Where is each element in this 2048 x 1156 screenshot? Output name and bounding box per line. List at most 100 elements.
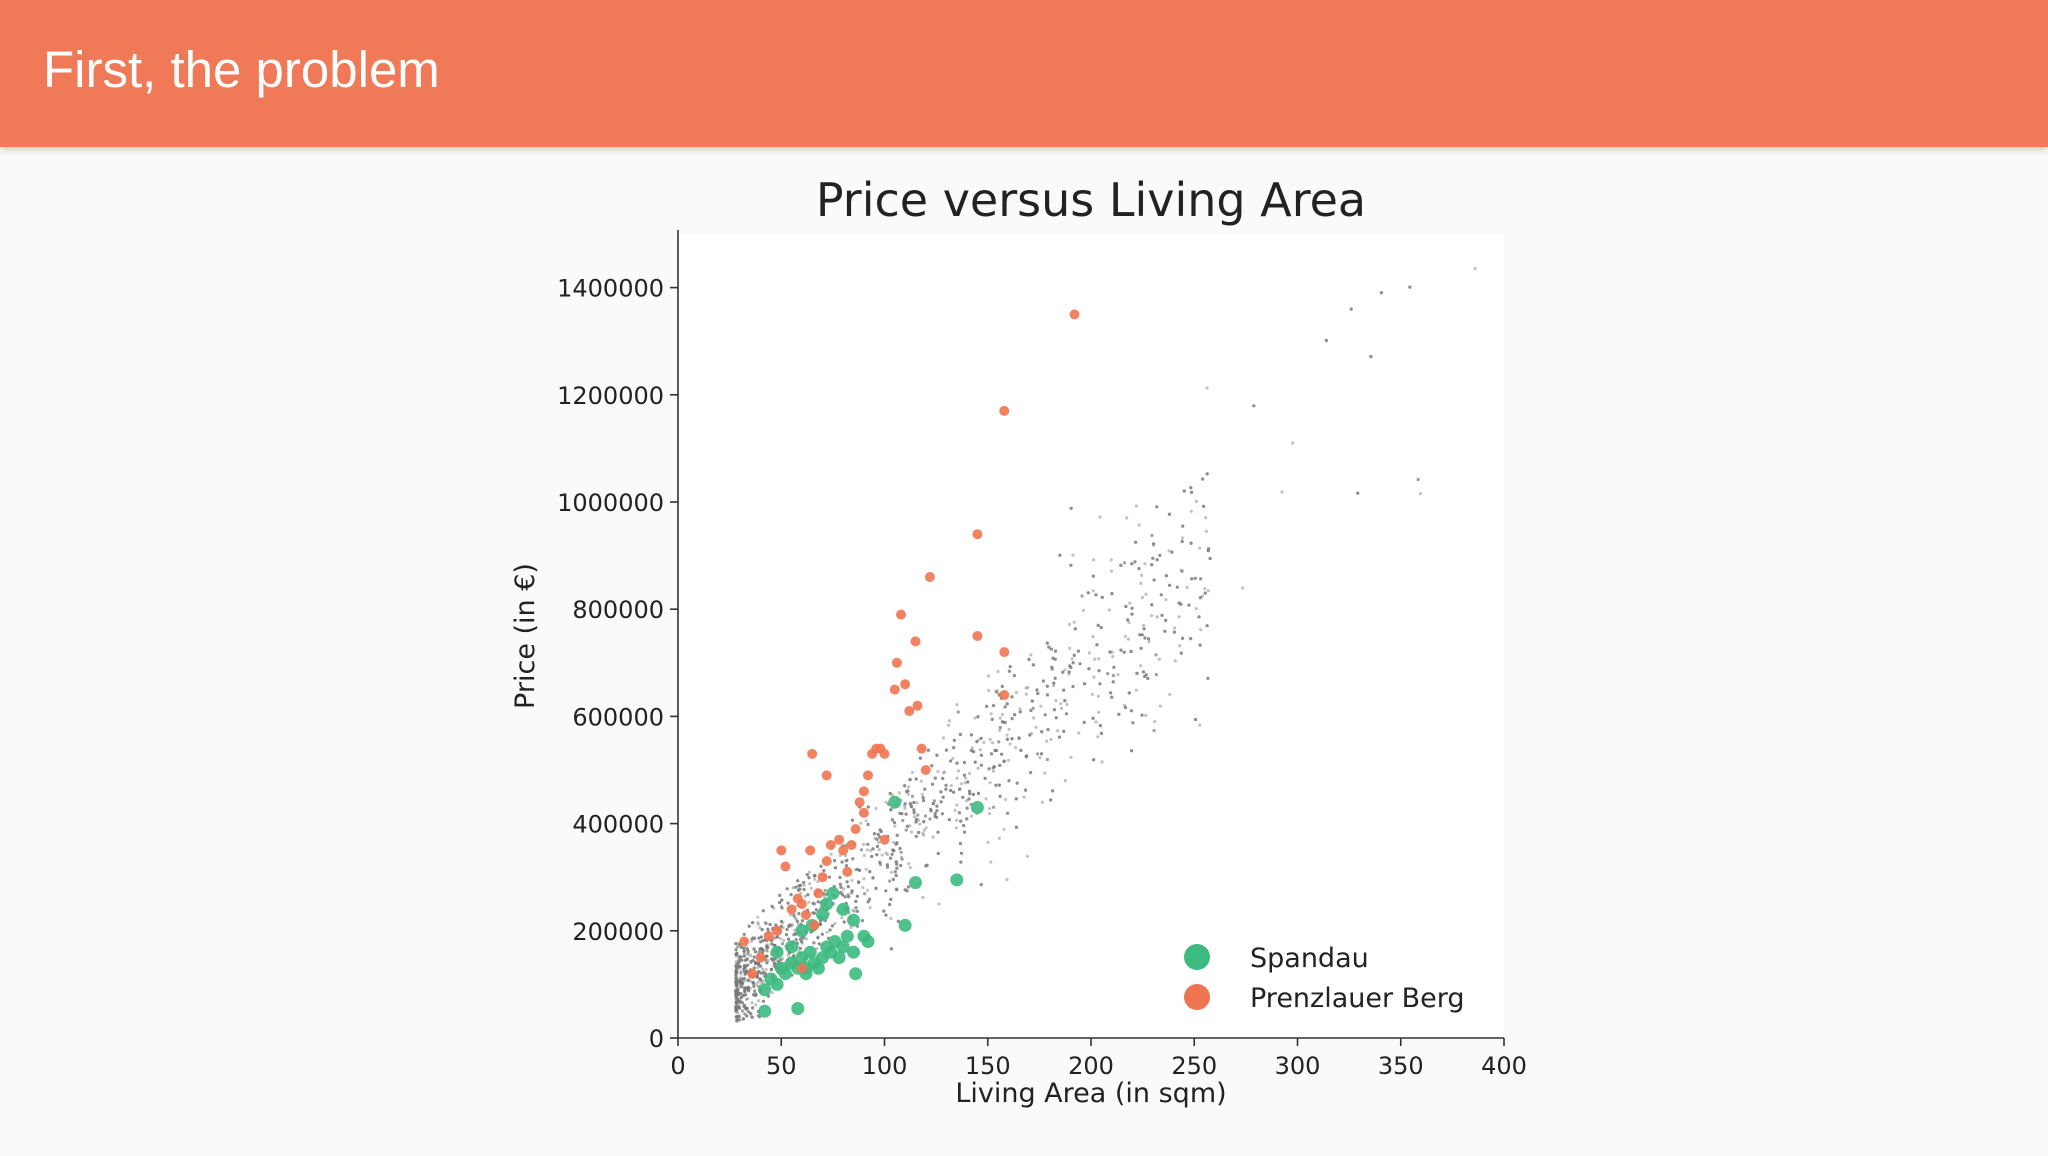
background-point	[990, 741, 995, 745]
background-point	[955, 761, 959, 765]
background-point	[884, 889, 888, 893]
background-point	[775, 935, 780, 939]
background-point	[904, 828, 908, 832]
background-point	[1206, 549, 1210, 553]
background-point	[1054, 716, 1058, 720]
background-point	[735, 1001, 739, 1005]
background-point	[742, 946, 746, 950]
background-point	[1193, 717, 1198, 722]
background-point	[908, 866, 912, 870]
background-point	[753, 991, 757, 995]
background-point	[734, 1010, 738, 1014]
background-point	[893, 824, 897, 828]
background-point	[854, 906, 858, 910]
background-point	[1164, 574, 1168, 578]
background-point	[1190, 577, 1194, 581]
background-point	[912, 815, 917, 819]
background-point	[946, 723, 951, 727]
background-point	[1014, 797, 1018, 801]
background-point	[1076, 649, 1080, 653]
background-point	[1150, 614, 1154, 618]
background-point	[735, 966, 739, 970]
background-point	[788, 923, 792, 927]
background-point	[1065, 702, 1069, 707]
background-point	[957, 811, 962, 815]
background-point	[889, 808, 893, 812]
background-point	[1097, 669, 1101, 673]
background-point	[734, 968, 738, 973]
background-point	[859, 821, 863, 825]
background-point	[1064, 712, 1069, 716]
background-point	[734, 948, 738, 952]
background-point	[987, 767, 991, 771]
background-point	[771, 958, 775, 962]
background-point	[976, 715, 980, 719]
background-point	[1252, 404, 1256, 408]
background-point	[734, 990, 738, 994]
background-point	[737, 958, 741, 962]
background-point	[816, 936, 820, 940]
background-point	[889, 870, 893, 875]
background-point	[1207, 547, 1211, 551]
background-point	[845, 880, 849, 884]
background-point	[770, 991, 774, 995]
background-point	[830, 924, 835, 928]
background-point	[754, 962, 758, 966]
background-point	[1139, 581, 1143, 586]
background-point	[1024, 788, 1028, 792]
background-point	[742, 954, 746, 958]
axes: 0 50 100 150 200 250 300 350 4000200000400000600…	[557, 230, 1527, 1080]
background-point	[1035, 688, 1039, 692]
background-point	[1062, 688, 1066, 692]
background-point	[991, 766, 995, 770]
background-point	[739, 995, 743, 999]
background-point	[737, 978, 741, 983]
background-point	[758, 926, 762, 930]
background-point	[738, 981, 743, 985]
background-point	[752, 955, 756, 959]
background-point	[778, 958, 783, 962]
background-point	[890, 852, 894, 856]
background-point	[1051, 789, 1055, 793]
background-point	[739, 995, 743, 999]
background-point	[949, 759, 953, 763]
background-point	[1144, 592, 1148, 596]
background-point	[1173, 626, 1177, 630]
background-point	[1093, 657, 1097, 661]
background-point	[1008, 742, 1012, 746]
background-point	[874, 886, 878, 891]
background-point	[737, 1018, 741, 1022]
background-point	[1137, 567, 1141, 571]
background-point	[888, 902, 892, 907]
background-point	[1029, 708, 1033, 713]
background-point	[734, 988, 738, 992]
background-point	[737, 979, 742, 983]
background-point	[939, 800, 943, 804]
background-point	[1189, 637, 1193, 641]
background-point	[1077, 731, 1081, 735]
background-point	[985, 704, 989, 708]
background-point	[1154, 653, 1158, 657]
background-point	[745, 945, 749, 950]
background-point	[1014, 691, 1019, 695]
background-point	[941, 795, 945, 799]
background-point	[930, 782, 935, 786]
background-point	[997, 783, 1002, 787]
background-point	[851, 857, 855, 861]
background-point	[926, 748, 931, 752]
background-point	[759, 964, 763, 968]
background-point	[781, 926, 785, 930]
prenzlauer-point	[912, 700, 923, 711]
background-point	[1198, 643, 1202, 647]
background-point	[1039, 752, 1044, 756]
background-point	[1053, 649, 1058, 653]
background-point	[772, 961, 777, 965]
background-point	[889, 897, 893, 902]
background-point	[1153, 720, 1157, 724]
prenzlauer-point	[863, 770, 873, 781]
background-point	[747, 989, 751, 993]
background-point	[1097, 657, 1101, 661]
background-point	[734, 948, 738, 952]
background-point	[800, 919, 805, 923]
background-point	[740, 977, 744, 981]
